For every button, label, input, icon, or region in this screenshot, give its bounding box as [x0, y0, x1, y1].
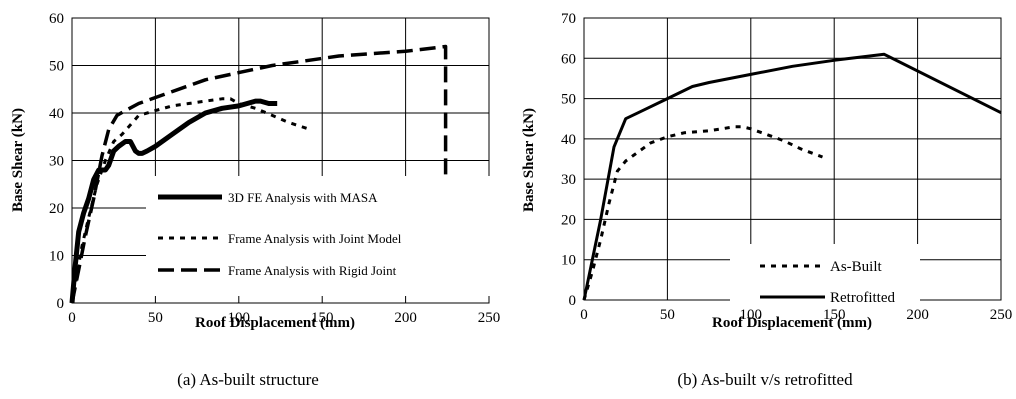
- y-tick-label-a: 50: [49, 59, 64, 75]
- x-tick-label-b: 250: [990, 307, 1013, 323]
- legend-b: As-Built Retrofitted: [760, 259, 895, 306]
- legend-a: 3D FE Analysis with MASA Frame Analysis …: [158, 190, 402, 278]
- y-tick-label-b: 30: [561, 172, 576, 188]
- y-tick-label-b: 40: [561, 132, 576, 148]
- x-tick-label-a: 50: [148, 310, 163, 326]
- y-tick-label-b: 0: [569, 293, 577, 309]
- y-tick-label-b: 20: [561, 212, 576, 228]
- series-line-frame-analysis-with-rigid-joint: [70, 44, 448, 304]
- series-line-as-built: [582, 125, 824, 301]
- ticks-a: 0 50 100 150 200 250 0 10 20 30 40 50 60: [49, 11, 500, 326]
- x-axis-label-b: Roof Displacement (mm): [712, 315, 872, 331]
- y-tick-label-a: 0: [57, 296, 65, 312]
- y-tick-label-a: 40: [49, 106, 64, 122]
- plot-frame-a: [71, 17, 490, 304]
- y-tick-label-b: 10: [561, 253, 576, 269]
- caption-a: (a) As-built structure: [177, 370, 319, 389]
- x-tick-label-a: 100: [228, 310, 251, 326]
- y-tick-label-a: 10: [49, 249, 64, 265]
- caption-b: (b) As-built v/s retrofitted: [677, 370, 853, 389]
- y-tick-label-b: 60: [561, 51, 576, 67]
- y-tick-label-b: 50: [561, 92, 576, 108]
- legend-label-retrofitted: Retrofitted: [830, 290, 895, 306]
- y-tick-label-a: 60: [49, 11, 64, 27]
- y-tick-label-b: 70: [561, 11, 576, 27]
- x-tick-label-a: 0: [68, 310, 76, 326]
- chart-panel-b: 0 50 100 150 200 250 0 10 20 30 40 50 60 70 As-Built …: [521, 11, 1012, 389]
- x-tick-label-a: 250: [478, 310, 501, 326]
- x-tick-label-a: 200: [394, 310, 417, 326]
- x-tick-label-b: 0: [580, 307, 588, 323]
- x-tick-label-b: 50: [660, 307, 675, 323]
- legend-label-rigid-joint: Frame Analysis with Rigid Joint: [228, 263, 397, 278]
- y-axis-label-a: Base Shear (kN): [10, 108, 26, 212]
- x-tick-label-b: 200: [906, 307, 929, 323]
- x-tick-label-a: 150: [311, 310, 334, 326]
- series-line-retrofitted: [582, 52, 1002, 301]
- x-axis-label-a: Roof Displacement (mm): [195, 315, 355, 331]
- legend-label-masa: 3D FE Analysis with MASA: [228, 190, 378, 205]
- legend-label-joint-model: Frame Analysis with Joint Model: [228, 231, 402, 246]
- series-group-a: [69, 44, 448, 304]
- x-tick-label-b: 150: [823, 307, 846, 323]
- chart-panel-a: 0 50 100 150 200 250 0 10 20 30 40 50 60 3D FE Analy…: [10, 11, 500, 389]
- legend-label-as-built: As-Built: [830, 259, 883, 275]
- y-tick-label-a: 30: [49, 154, 64, 170]
- y-axis-label-b: Base Shear (kN): [521, 108, 537, 212]
- series-line-frame-analysis-with-joint-model: [70, 97, 311, 304]
- y-tick-label-a: 20: [49, 201, 64, 217]
- ticks-b: 0 50 100 150 200 250 0 10 20 30 40 50 60 70: [561, 11, 1012, 323]
- series-line-3d-fe-analysis-with-masa: [69, 98, 278, 304]
- legend-box-b: [730, 244, 920, 304]
- series-group-b: [582, 52, 1002, 301]
- x-tick-label-b: 100: [740, 307, 763, 323]
